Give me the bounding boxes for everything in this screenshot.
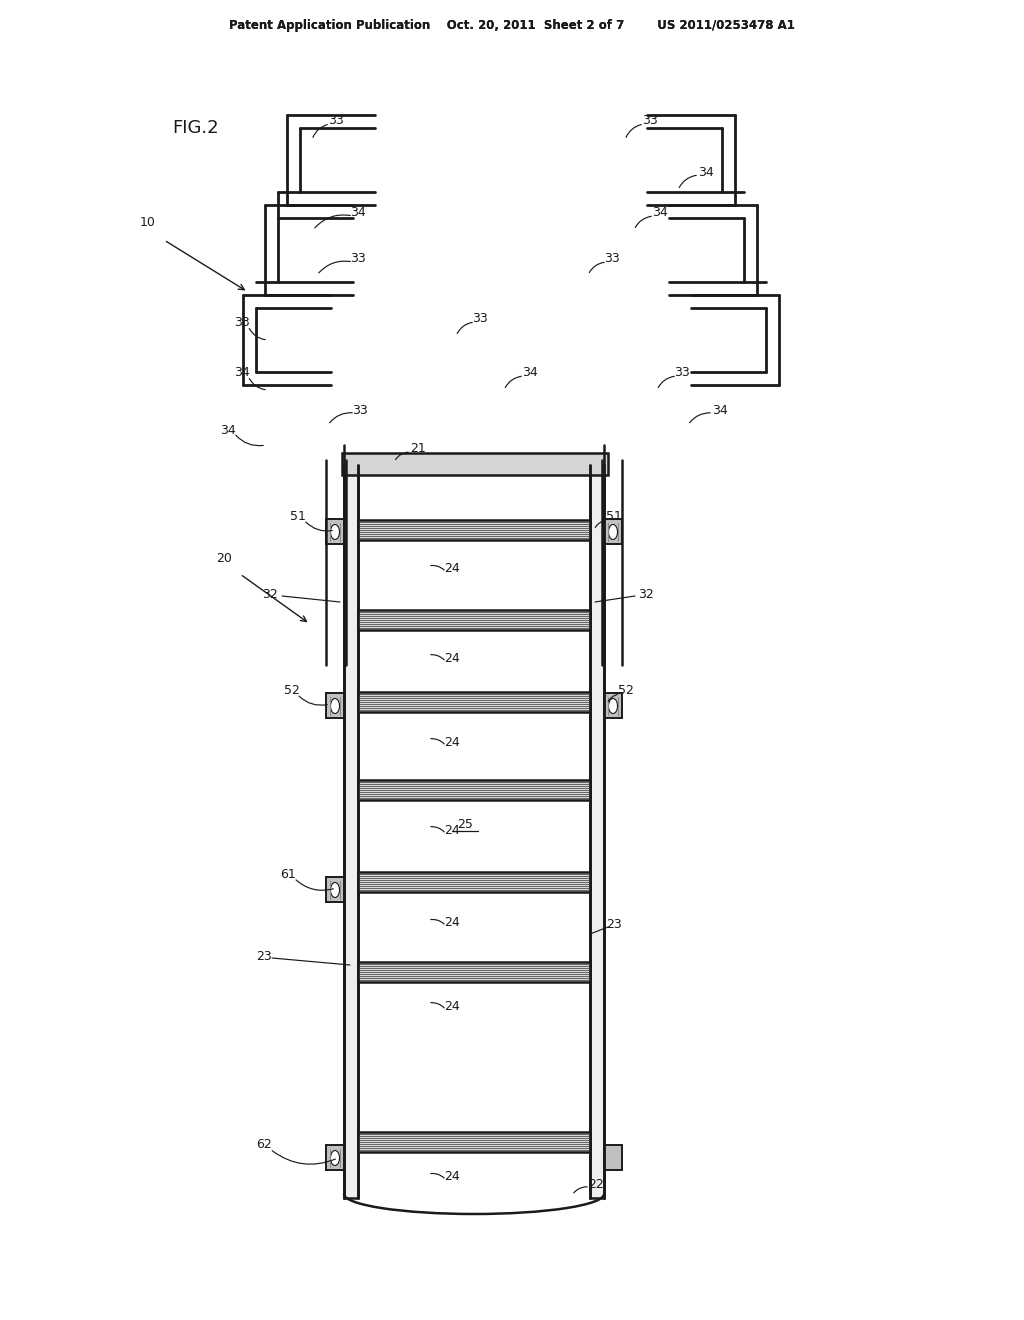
Text: Patent Application Publication    Oct. 20, 2011  Sheet 2 of 7        US 2011/025: Patent Application Publication Oct. 20, …: [229, 18, 795, 32]
Text: Patent Application Publication    Oct. 20, 2011  Sheet 2 of 7        US 2011/025: Patent Application Publication Oct. 20, …: [229, 18, 795, 32]
Text: 33: 33: [352, 404, 368, 417]
Bar: [604, 519, 622, 544]
Text: 61: 61: [281, 867, 296, 880]
Bar: [590, 465, 604, 1199]
Text: 24: 24: [444, 824, 460, 837]
Bar: [358, 610, 590, 630]
Ellipse shape: [608, 698, 617, 714]
Text: 24: 24: [444, 652, 460, 664]
Text: 32: 32: [638, 587, 653, 601]
Text: 33: 33: [234, 315, 250, 329]
Text: 33: 33: [350, 252, 366, 264]
Text: 52: 52: [284, 684, 300, 697]
Bar: [604, 693, 622, 718]
Text: 21: 21: [411, 441, 426, 454]
Text: 24: 24: [444, 916, 460, 928]
Text: 23: 23: [606, 917, 622, 931]
Text: 23: 23: [256, 949, 272, 962]
Text: 52: 52: [618, 684, 634, 697]
Text: 34: 34: [234, 366, 250, 379]
Text: 20: 20: [216, 552, 232, 565]
Bar: [326, 693, 344, 718]
Bar: [342, 453, 608, 475]
Text: 51: 51: [606, 510, 622, 523]
Text: 22: 22: [588, 1177, 604, 1191]
Ellipse shape: [331, 883, 340, 898]
Text: 34: 34: [220, 424, 236, 437]
Bar: [326, 1144, 344, 1170]
Text: 34: 34: [698, 165, 714, 178]
Text: 25: 25: [457, 817, 473, 830]
Text: 34: 34: [652, 206, 668, 219]
Text: 51: 51: [290, 510, 306, 523]
Ellipse shape: [331, 1151, 340, 1166]
Bar: [358, 873, 590, 892]
Ellipse shape: [608, 524, 617, 540]
Text: 33: 33: [642, 114, 657, 127]
Bar: [358, 692, 590, 711]
Bar: [604, 1144, 622, 1170]
Bar: [358, 1133, 590, 1152]
Text: 33: 33: [604, 252, 620, 264]
Text: 33: 33: [674, 366, 690, 379]
Ellipse shape: [331, 524, 340, 540]
Text: 33: 33: [472, 312, 487, 325]
Text: 34: 34: [350, 206, 366, 219]
Text: 24: 24: [444, 561, 460, 574]
Text: 62: 62: [256, 1138, 272, 1151]
Text: 34: 34: [522, 366, 538, 379]
Bar: [326, 876, 344, 902]
Text: 33: 33: [328, 114, 344, 127]
Text: 34: 34: [712, 404, 728, 417]
Ellipse shape: [331, 698, 340, 714]
Text: 10: 10: [140, 215, 156, 228]
Bar: [358, 520, 590, 540]
Text: 24: 24: [444, 735, 460, 748]
Bar: [358, 962, 590, 982]
Bar: [358, 780, 590, 800]
Text: 24: 24: [444, 1170, 460, 1183]
Bar: [344, 465, 358, 1199]
Text: FIG.2: FIG.2: [172, 119, 219, 137]
Text: 32: 32: [262, 587, 278, 601]
Bar: [326, 519, 344, 544]
Text: 24: 24: [444, 999, 460, 1012]
